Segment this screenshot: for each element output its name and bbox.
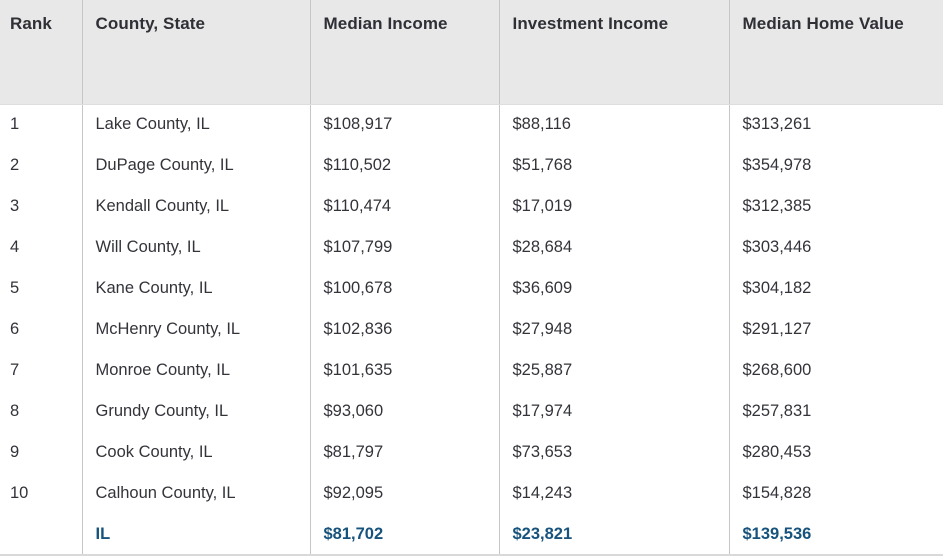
cell-investment-income: $25,887	[498, 350, 729, 391]
cell-rank: 3	[10, 197, 20, 215]
cell-median-home-value: $304,182	[728, 268, 943, 309]
cell-investment-income: $28,684	[498, 227, 729, 268]
cell-median-home-value: $312,385	[728, 186, 943, 227]
cell-investment-income: $23,821	[498, 514, 729, 555]
table-row: 9 Cook County, IL $81,797 $73,653 $280,453	[0, 432, 943, 473]
cell-rank: 10	[10, 484, 29, 502]
cell-median-income: $100,678	[309, 268, 499, 309]
cell-investment-income: $73,653	[498, 432, 729, 473]
cell-rank: 1	[10, 115, 20, 134]
cell-investment-income: $17,974	[498, 391, 729, 432]
cell-county: Cook County, IL	[81, 432, 310, 473]
cell-median-home-value: $291,127	[728, 309, 943, 350]
column-header-median-home-value: Median Home Value	[728, 0, 943, 105]
cell-investment-income: $17,019	[498, 186, 729, 227]
table-row: 2 DuPage County, IL $110,502 $51,768 $354,97…	[0, 145, 943, 186]
cell-rank: 2	[10, 156, 20, 174]
cell-rank: 4	[10, 238, 20, 256]
cell-county: IL	[81, 514, 310, 555]
cell-median-home-value: $257,831	[728, 391, 943, 432]
cell-county: McHenry County, IL	[81, 309, 310, 350]
cell-investment-income: $88,116	[498, 104, 729, 145]
table-row: 5 Kane County, IL $100,678 $36,609 $304,182	[0, 268, 943, 309]
cell-median-income: $110,474	[309, 186, 499, 227]
cell-county: Grundy County, IL	[81, 391, 310, 432]
table-body: 1 Lake County, IL $108,917 $88,116 $313,261 2…	[0, 104, 943, 555]
cell-median-income: $81,797	[309, 432, 499, 473]
column-header-county-state: County, State	[81, 0, 310, 105]
cell-county: Calhoun County, IL	[81, 473, 310, 514]
table-row: 7 Monroe County, IL $101,635 $25,887 $268,60…	[0, 350, 943, 391]
cell-investment-income: $51,768	[498, 145, 729, 186]
column-header-investment-income: Investment Income	[498, 0, 729, 105]
cell-median-home-value: $354,978	[728, 145, 943, 186]
cell-county: Kendall County, IL	[81, 186, 310, 227]
cell-median-income: $107,799	[309, 227, 499, 268]
cell-investment-income: $27,948	[498, 309, 729, 350]
column-header-rank: Rank	[0, 0, 82, 105]
cell-county: Monroe County, IL	[81, 350, 310, 391]
state-summary-row: IL $81,702 $23,821 $139,536	[0, 514, 943, 555]
cell-median-income: $92,095	[309, 473, 499, 514]
cell-median-income: $110,502	[309, 145, 499, 186]
cell-median-income: $101,635	[309, 350, 499, 391]
cell-median-income: $108,917	[309, 104, 499, 145]
table-row: 1 Lake County, IL $108,917 $88,116 $313,261	[0, 104, 943, 145]
column-header-median-income: Median Income	[309, 0, 499, 105]
cell-median-income: $81,702	[309, 514, 499, 555]
table-row: 6 McHenry County, IL $102,836 $27,948 $291,1…	[0, 309, 943, 350]
cell-rank: 9	[10, 443, 20, 461]
cell-median-income: $102,836	[309, 309, 499, 350]
table-row: 4 Will County, IL $107,799 $28,684 $303,446	[0, 227, 943, 268]
cell-rank	[0, 514, 82, 555]
cell-rank: 7	[10, 361, 20, 379]
cell-county: Lake County, IL	[81, 104, 310, 145]
table-row: 3 Kendall County, IL $110,474 $17,019 $312,3…	[0, 186, 943, 227]
cell-median-home-value: $313,261	[728, 104, 943, 145]
cell-median-income: $93,060	[309, 391, 499, 432]
cell-rank: 8	[10, 402, 20, 420]
cell-median-home-value: $139,536	[728, 514, 943, 555]
header-row: Rank County, State Median Income Investm…	[0, 0, 943, 105]
cell-investment-income: $36,609	[498, 268, 729, 309]
cell-county: DuPage County, IL	[81, 145, 310, 186]
cell-rank: 6	[10, 320, 20, 338]
cell-rank: 5	[10, 279, 20, 297]
cell-county: Kane County, IL	[81, 268, 310, 309]
table-row: 10 Calhoun County, IL $92,095 $14,243 $154,8…	[0, 473, 943, 514]
cell-county: Will County, IL	[81, 227, 310, 268]
cell-median-home-value: $154,828	[728, 473, 943, 514]
table-row: 8 Grundy County, IL $93,060 $17,974 $257,831	[0, 391, 943, 432]
table-header: Rank County, State Median Income Investm…	[0, 0, 943, 105]
cell-median-home-value: $280,453	[728, 432, 943, 473]
cell-investment-income: $14,243	[498, 473, 729, 514]
cell-median-home-value: $303,446	[728, 227, 943, 268]
cell-median-home-value: $268,600	[728, 350, 943, 391]
